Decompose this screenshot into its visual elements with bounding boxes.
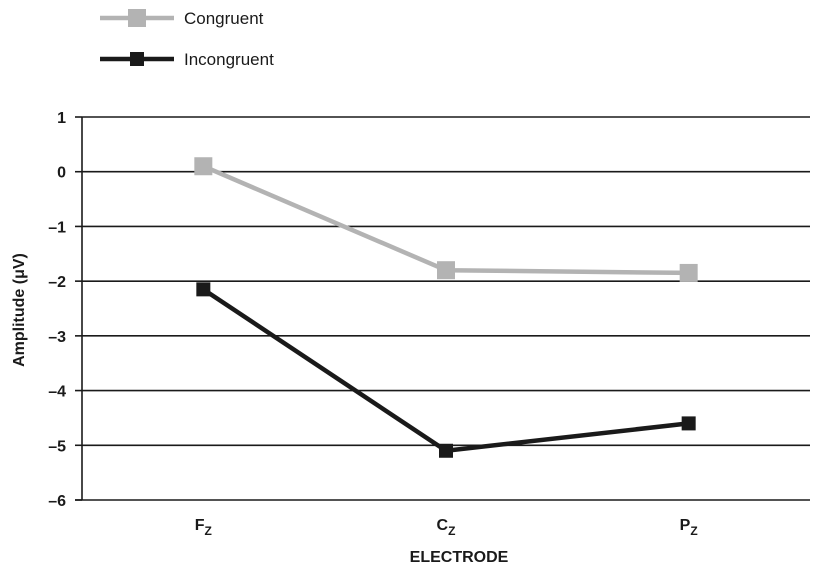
data-point-congruent — [194, 157, 213, 176]
x-tick-label: CZ — [437, 517, 456, 538]
y-tick-label: –3 — [48, 329, 66, 346]
data-point-congruent — [437, 261, 455, 280]
y-tick-label: 0 — [57, 165, 66, 182]
data-point-incongruent — [681, 416, 696, 431]
data-point-incongruent — [439, 443, 453, 458]
legend-swatch-marker — [128, 9, 146, 27]
x-tick-label: FZ — [195, 517, 212, 538]
y-tick-label: –6 — [48, 493, 66, 510]
data-point-incongruent — [196, 282, 211, 297]
series-line-congruent — [202, 164, 689, 276]
series-congruent — [194, 157, 698, 282]
x-axis-title: ELECTRODE — [410, 549, 509, 566]
x-tick-label: PZ — [680, 517, 698, 538]
legend-swatch-marker — [130, 52, 144, 66]
y-tick-label: 1 — [57, 110, 66, 127]
legend: Congruent Incongruent — [100, 9, 274, 69]
legend-label: Congruent — [184, 9, 264, 28]
y-axis-title: Amplitude (μV) — [11, 253, 28, 367]
y-tick-label: –2 — [48, 274, 66, 291]
series-incongruent — [196, 282, 696, 458]
x-tick-labels: FZ CZ PZ — [195, 517, 698, 538]
axes — [75, 116, 810, 501]
y-tick-label: –1 — [48, 219, 66, 236]
series-lines — [194, 157, 698, 458]
legend-label: Incongruent — [184, 50, 274, 69]
series-line-incongruent — [202, 287, 689, 454]
data-point-congruent — [679, 263, 698, 282]
gridlines — [82, 116, 810, 447]
y-tick-label: –5 — [48, 438, 66, 455]
y-tick-label: –4 — [48, 384, 66, 401]
legend-item-congruent: Congruent — [100, 9, 264, 28]
y-tick-labels: 1 0 –1 –2 –3 –4 –5 –6 — [48, 110, 66, 510]
legend-item-incongruent: Incongruent — [100, 50, 274, 69]
